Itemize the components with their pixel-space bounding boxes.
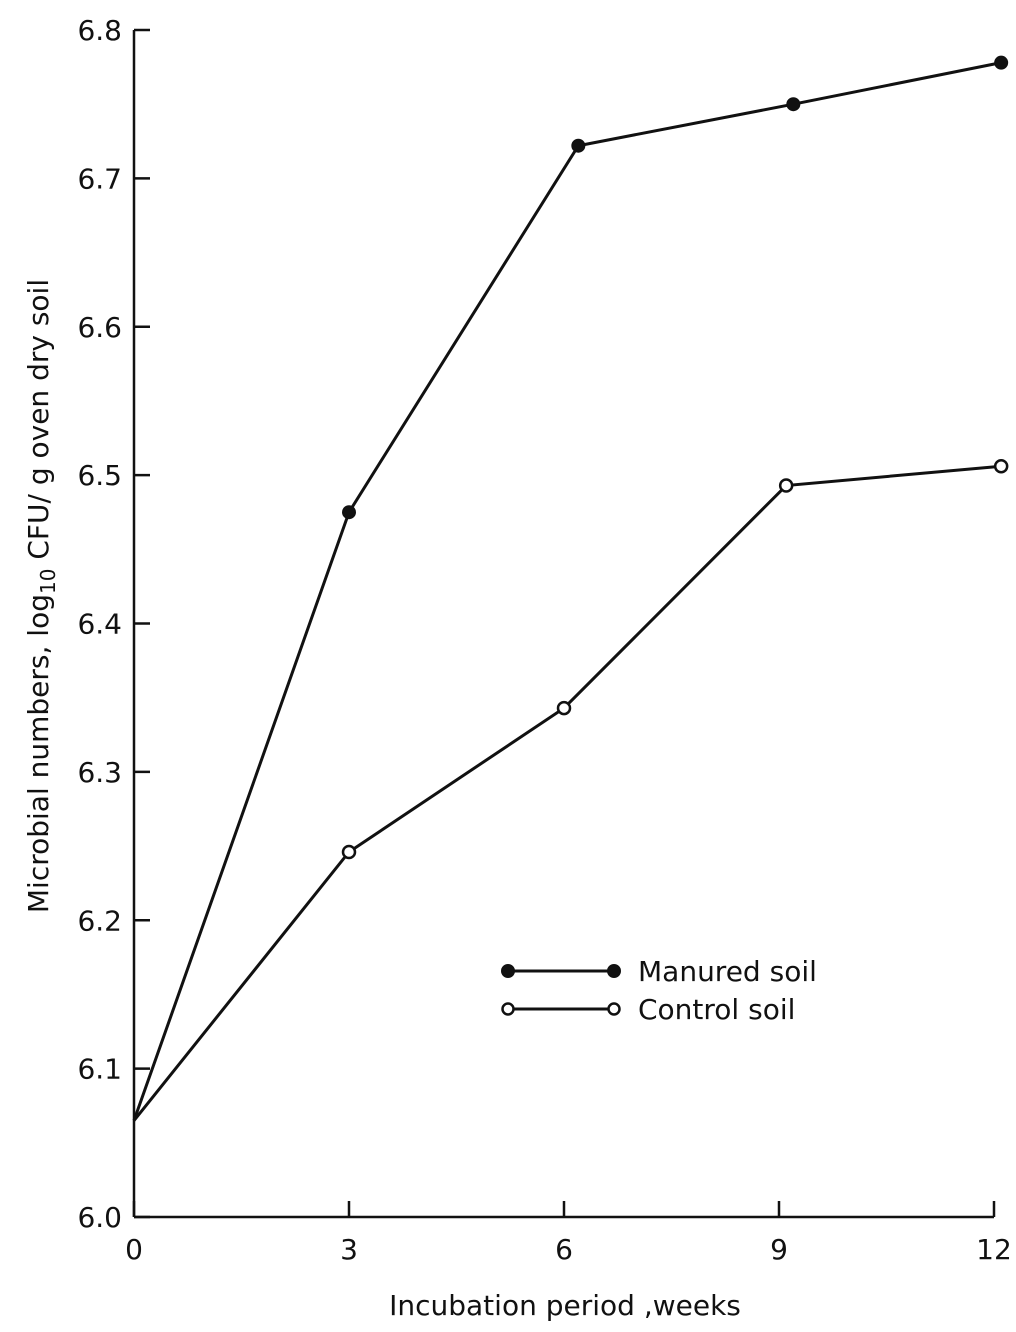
legend-marker-control-soil — [607, 1002, 621, 1016]
x-tick-label: 9 — [770, 1233, 788, 1266]
series-line-manured-soil — [132, 61, 1002, 1122]
axes: 6.0 6.1 6.2 6.3 6.4 6.5 6.6 6.7 6.8 0 3 6 9 12 — [77, 14, 1011, 1266]
legend-marker-control-soil — [501, 1002, 515, 1016]
y-axis-label-subscript: 10 — [36, 569, 60, 594]
data-point-control-soil — [556, 700, 572, 716]
y-tick-label: 6.8 — [77, 14, 122, 47]
y-tick-label: 6.2 — [77, 904, 122, 937]
legend-label-control-soil: Control soil — [638, 993, 795, 1026]
data-point-manured-soil — [571, 138, 586, 153]
series-line-control-soil — [132, 464, 1002, 1122]
data-point-control-soil — [341, 844, 357, 860]
y-tick-label: 6.1 — [77, 1053, 122, 1086]
series-layer — [132, 55, 1009, 1122]
legend-marker-manured-soil — [607, 964, 621, 978]
data-point-control-soil — [778, 478, 794, 493]
x-tick-label: 3 — [340, 1233, 358, 1266]
legend: Manured soil Control soil — [501, 955, 817, 1026]
x-axis-label: Incubation period ,weeks — [389, 1289, 741, 1322]
y-axis-label-tail: CFU/ g oven dry soil — [22, 279, 55, 569]
x-tick-label: 6 — [555, 1233, 573, 1266]
legend-label-manured-soil: Manured soil — [638, 955, 817, 988]
data-point-manured-soil — [994, 55, 1009, 70]
y-axis-label-main: Microbial numbers, log — [22, 594, 55, 913]
y-tick-label: 6.0 — [77, 1201, 122, 1234]
y-tick-label: 6.3 — [77, 756, 122, 789]
x-tick-label: 12 — [976, 1233, 1012, 1266]
y-tick-label: 6.5 — [77, 459, 122, 492]
y-axis-label: Microbial numbers, log10 CFU/ g oven dry… — [22, 279, 60, 913]
data-point-manured-soil — [786, 97, 801, 112]
data-point-control-soil — [993, 458, 1009, 474]
data-point-manured-soil — [342, 505, 356, 520]
y-tick-label: 6.4 — [77, 608, 122, 641]
x-tick-label: 0 — [125, 1233, 143, 1266]
y-tick-label: 6.7 — [77, 162, 122, 195]
y-tick-label: 6.6 — [77, 311, 122, 344]
legend-marker-manured-soil — [501, 964, 515, 978]
